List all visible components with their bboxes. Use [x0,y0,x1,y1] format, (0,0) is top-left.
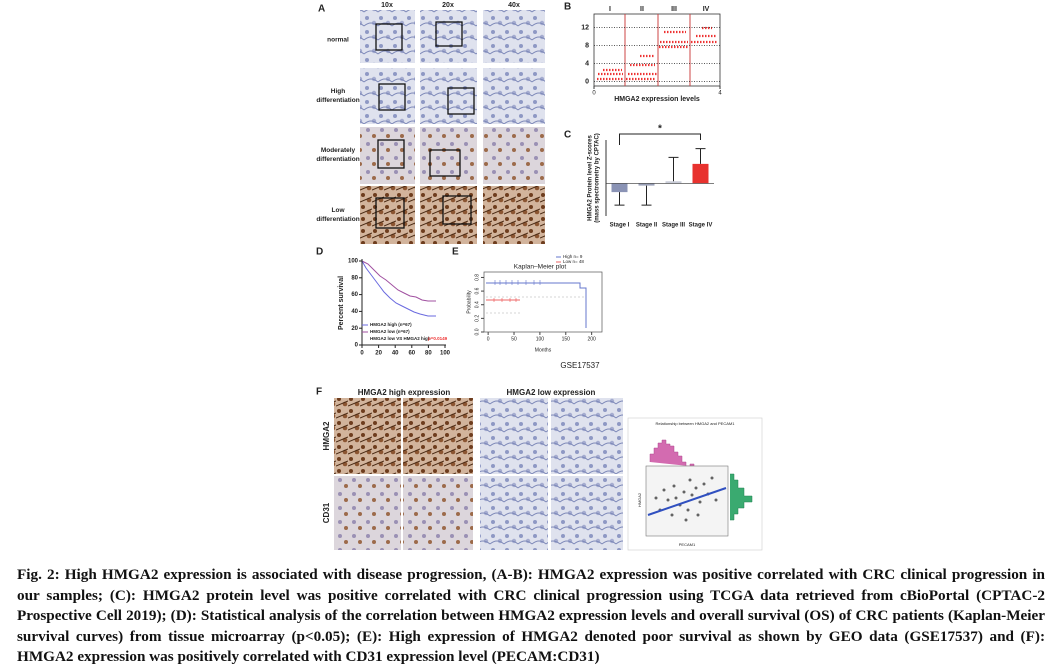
panel-e-plot [483,271,603,333]
panel-label: C [564,130,571,141]
row-label: differentiation [316,97,359,104]
panel-label: A [318,4,325,15]
y-axis-label: (mass spectrometry by CPTAC) [595,133,601,223]
row-label: normal [327,37,349,44]
bar [638,183,655,186]
y-tick-label: 8 [585,42,589,49]
panel-label: E [452,247,459,258]
row-label: HMGA2 [322,421,331,450]
row-label: Moderately [321,147,356,154]
legend-entry: HMGA2 low VS HMGA2 high [370,336,431,341]
panel-label: F [316,387,322,398]
figure: A 10x 20x 40x normal High differentiation Moder… [316,2,763,551]
stage-label: IV [703,6,710,13]
bar [692,163,709,184]
y-tick-label: 0.6 [474,287,480,294]
y-axis-label: Probability [466,290,472,314]
y-tick-label: 60 [351,292,358,298]
y-tick-label: 0 [585,78,589,85]
x-tick-label: Stage I [610,223,630,229]
x-tick-label: 0 [360,351,364,357]
y-tick-label: 0.0 [474,328,480,335]
error-bar [695,148,706,164]
row-label: differentiation [316,216,359,223]
dataset-label: GSE17537 [560,361,600,370]
error-bar [641,185,652,206]
legend-entry: Low n= 48 [563,259,584,264]
legend-entry: HMGA2 low (n=67) [370,329,410,334]
bar [611,183,628,193]
y-axis-label: HMGA2 Protein level Z-scores [588,134,594,220]
x-tick-label: 50 [511,336,517,342]
x-tick-label: 4 [718,91,722,97]
plot-title: Kaplan–Meier plot [514,264,567,271]
column-header: HMGA2 high expression [358,388,451,397]
panel-b-plot [593,13,721,87]
x-tick-label: 80 [425,351,432,357]
row-label: CD31 [322,502,331,523]
row-label: High [331,88,345,95]
stage-label: III [671,6,677,13]
column-header: HMGA2 low expression [507,388,596,397]
y-tick-label: 20 [351,326,358,332]
y-axis-label: HMGA2 [637,492,642,507]
x-tick-label: 200 [587,336,596,342]
stage-label: II [640,6,644,13]
panel-f-scatter [627,417,763,551]
y-tick-label: 40 [351,309,358,315]
x-tick-label: Stage IV [689,223,713,229]
legend-entry: High n= 9 [563,254,583,259]
column-header: 20x [442,2,454,9]
x-tick-label: Stage II [636,223,658,229]
y-tick-label: 0.8 [474,274,480,281]
y-tick-label: 12 [581,24,589,31]
y-tick-label: 80 [351,275,358,281]
x-tick-label: 0 [487,336,490,342]
panel-label: B [564,2,571,13]
column-header: 40x [508,2,520,9]
y-axis-label: Percent survival [338,276,345,330]
error-bar [668,156,679,182]
x-tick-label: 150 [562,336,571,342]
scatter-title: Relationship between HMGA2 and PECAM1 [656,421,736,426]
x-tick-label: 40 [392,351,399,357]
legend-entry: HMGA2 high (n=67) [370,322,412,327]
stage-label: I [609,6,611,13]
x-tick-label: 100 [440,351,451,357]
x-axis-label: Months [535,347,552,353]
x-axis-label: PECAM1 [679,542,696,547]
figure-caption: Fig. 2: High HMGA2 expression is associa… [17,566,1045,665]
y-tick-label: 100 [348,259,359,265]
bar [665,181,682,184]
x-tick-label: 20 [375,351,382,357]
significance-bracket [619,133,701,145]
column-header: 10x [381,2,393,9]
y-tick-label: 0.4 [474,301,480,308]
y-tick-label: 4 [585,60,589,67]
panel-d-curves [361,260,436,317]
p-value: p=0.0149 [428,336,448,341]
x-tick-label: 60 [408,351,415,357]
panel-label: D [316,247,323,258]
panel-a-images [360,10,545,244]
row-label: differentiation [316,156,359,163]
error-bar [614,192,625,206]
y-tick-label: 0.2 [474,315,480,322]
panel-f-images [334,398,623,550]
y-tick-label: 0 [355,343,359,349]
x-tick-label: 0 [592,91,596,97]
x-tick-label: Stage III [662,223,685,229]
row-label: Low [332,207,346,214]
x-tick-label: 100 [536,336,545,342]
x-axis-label: HMGA2 expression levels [614,96,700,103]
significance: * [658,124,662,135]
